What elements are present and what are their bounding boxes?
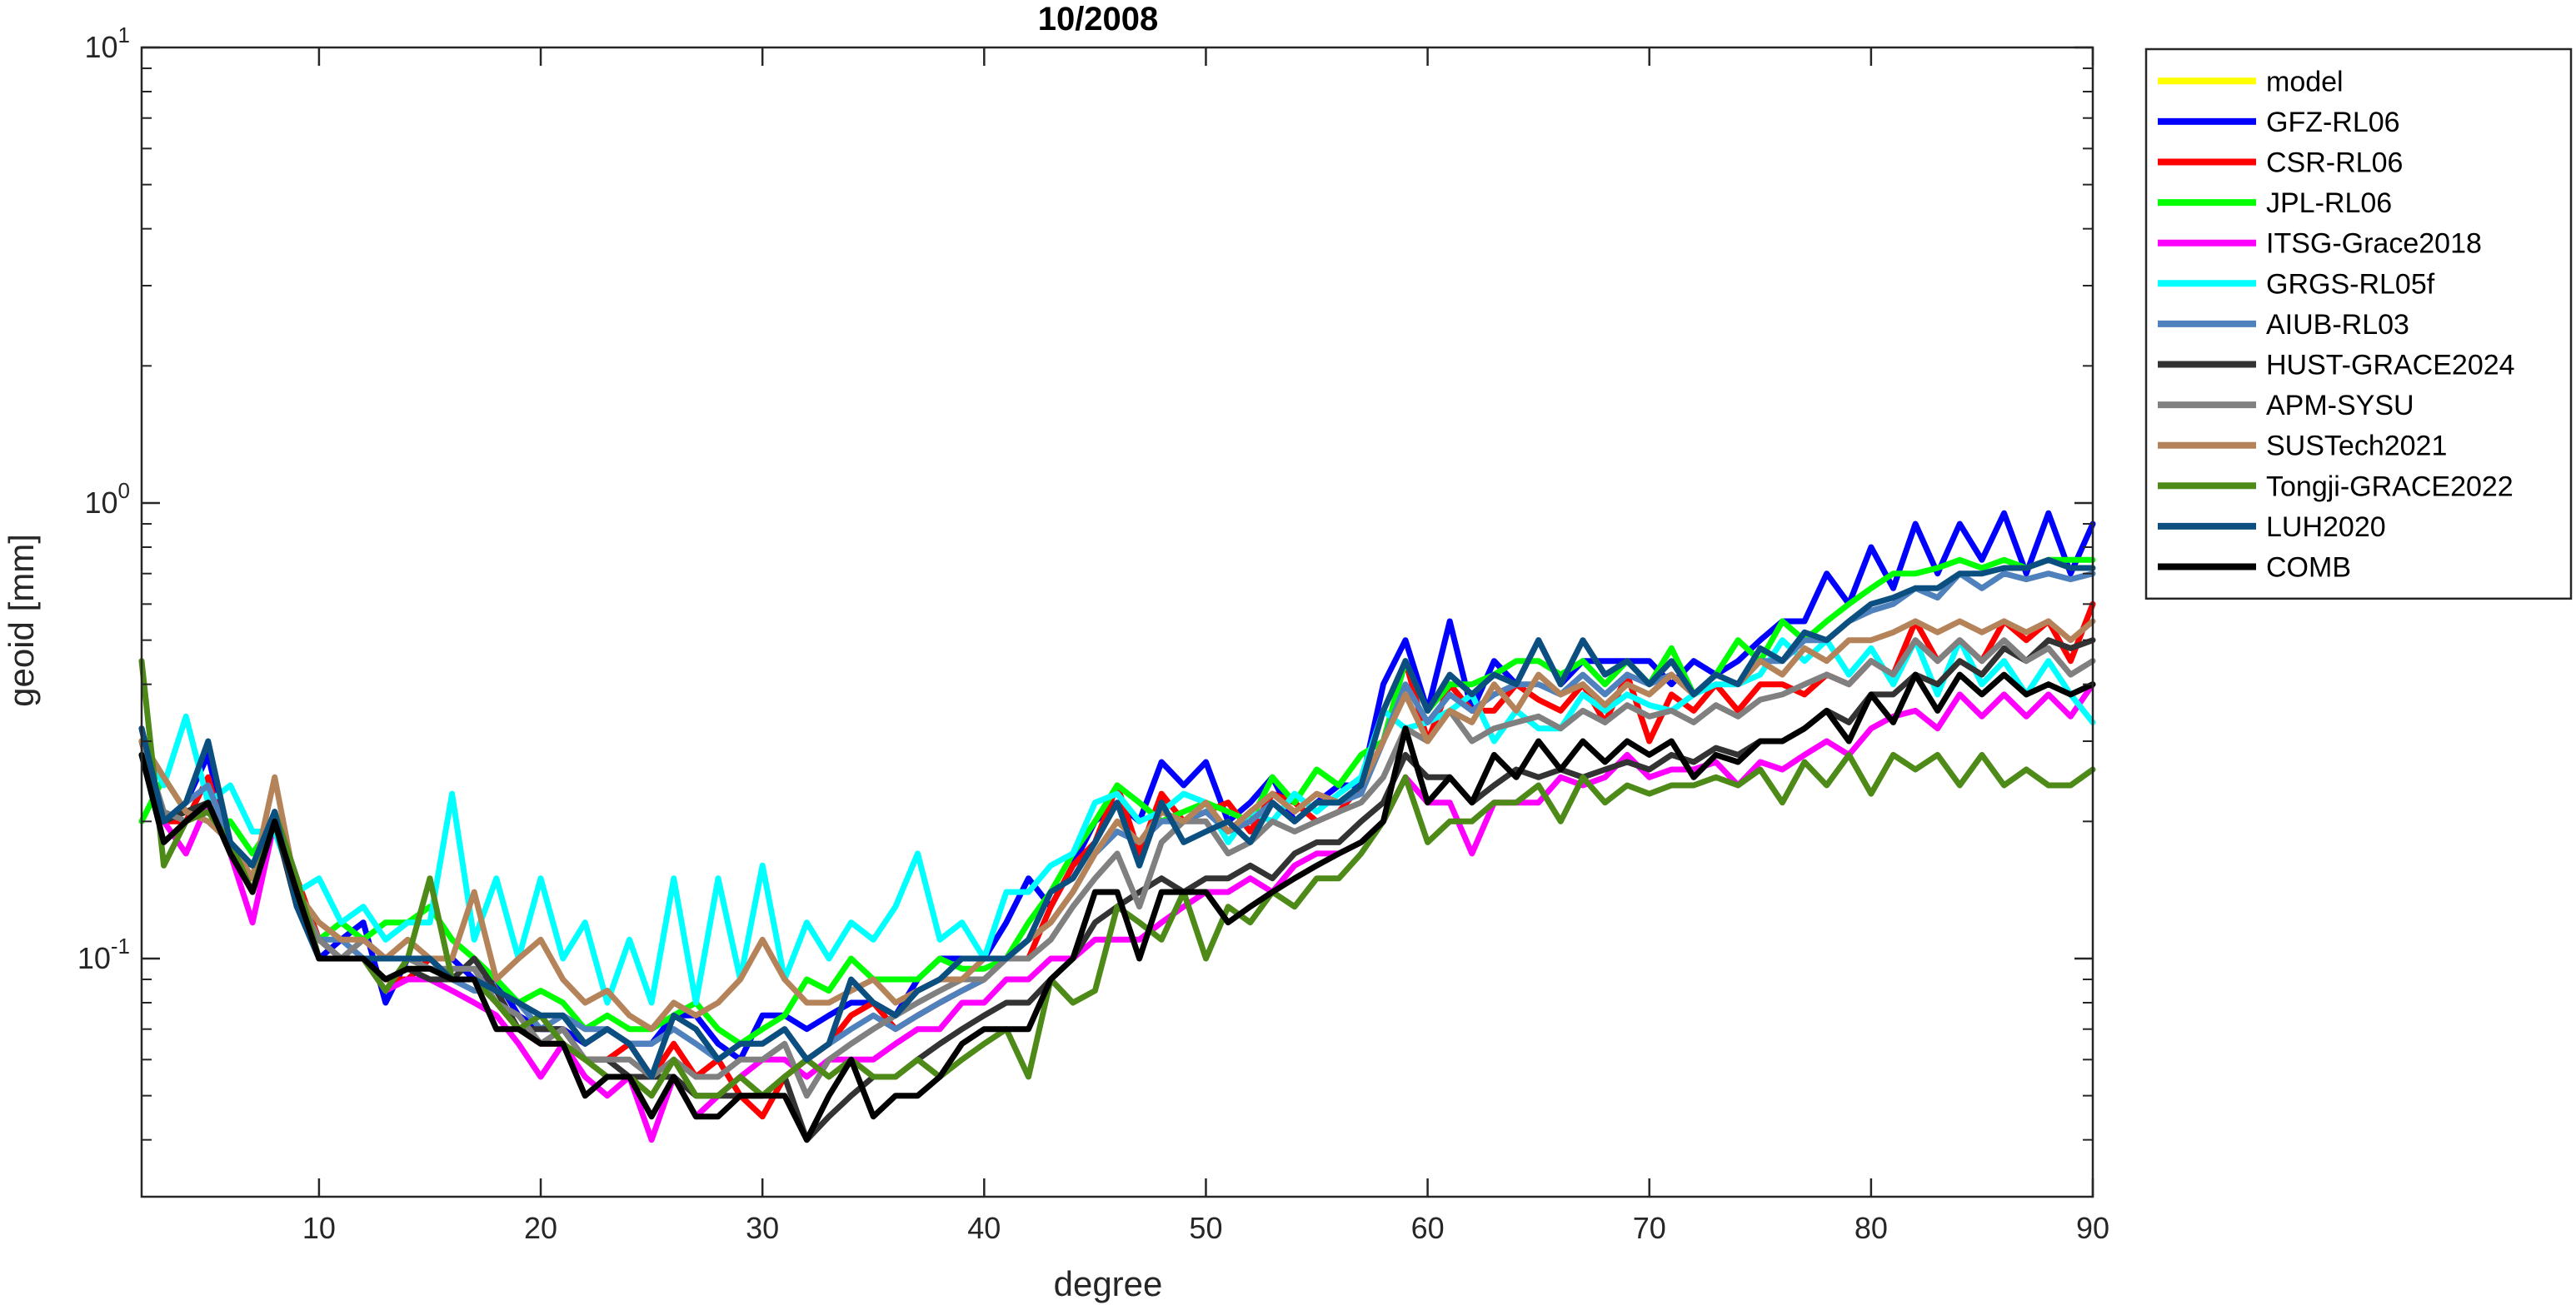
x-axis-label: degree	[1054, 1264, 1163, 1303]
legend-label-tongji-grace2022: Tongji-GRACE2022	[2266, 471, 2514, 502]
legend-label-grgs-rl05f: GRGS-RL05f	[2266, 268, 2435, 300]
y-axis-label: geoid [mm]	[2, 534, 41, 707]
y-tick-label: 10-1	[77, 934, 130, 975]
legend-label-luh2020: LUH2020	[2266, 511, 2386, 543]
plot-area	[142, 47, 2093, 1197]
legend-label-model: model	[2266, 66, 2344, 97]
series-line-aiub-rl03	[138, 570, 2096, 1063]
x-tick-label: 70	[1633, 1211, 1666, 1245]
series-line-jpl-rl06	[138, 556, 2096, 1047]
legend-label-hust-grace2024: HUST-GRACE2024	[2266, 350, 2515, 381]
y-tick-label: 100	[84, 478, 130, 520]
series-line-comb	[138, 671, 2096, 1143]
legend-label-apm-sysu: APM-SYSU	[2266, 390, 2414, 421]
legend: model GFZ-RL06 CSR-RL06 JPL-RL06 ITSG-Grace2…	[2144, 47, 2573, 600]
chart-title: 10/2008	[1038, 1, 1159, 37]
axes-box	[140, 46, 2094, 1198]
legend-label-itsg-grace2018: ITSG-Grace2018	[2266, 228, 2482, 260]
x-tick-label: 40	[967, 1211, 1001, 1245]
x-tick-label: 80	[1855, 1211, 1888, 1245]
x-tick-label: 60	[1411, 1211, 1445, 1245]
series-line-sustech2021	[138, 618, 2096, 1033]
series-line-apm-sysu	[138, 637, 2096, 1099]
series-line-itsg-grace2018	[138, 681, 2096, 1143]
legend-label-jpl-rl06: JPL-RL06	[2266, 187, 2392, 219]
legend-label-sustech2021: SUSTech2021	[2266, 431, 2447, 462]
x-tick-label: 10	[302, 1211, 336, 1245]
legend-label-comb: COMB	[2266, 552, 2351, 584]
y-tick-label: 101	[84, 22, 130, 64]
legend-label-aiub-rl03: AIUB-RL03	[2266, 309, 2409, 341]
legend-label-csr-rl06: CSR-RL06	[2266, 147, 2403, 179]
x-tick-label: 20	[524, 1211, 557, 1245]
x-tick-label: 90	[2076, 1211, 2109, 1245]
x-tick-label: 30	[746, 1211, 779, 1245]
legend-label-gfz-rl06: GFZ-RL06	[2266, 107, 2400, 138]
x-tick-label: 50	[1189, 1211, 1222, 1245]
